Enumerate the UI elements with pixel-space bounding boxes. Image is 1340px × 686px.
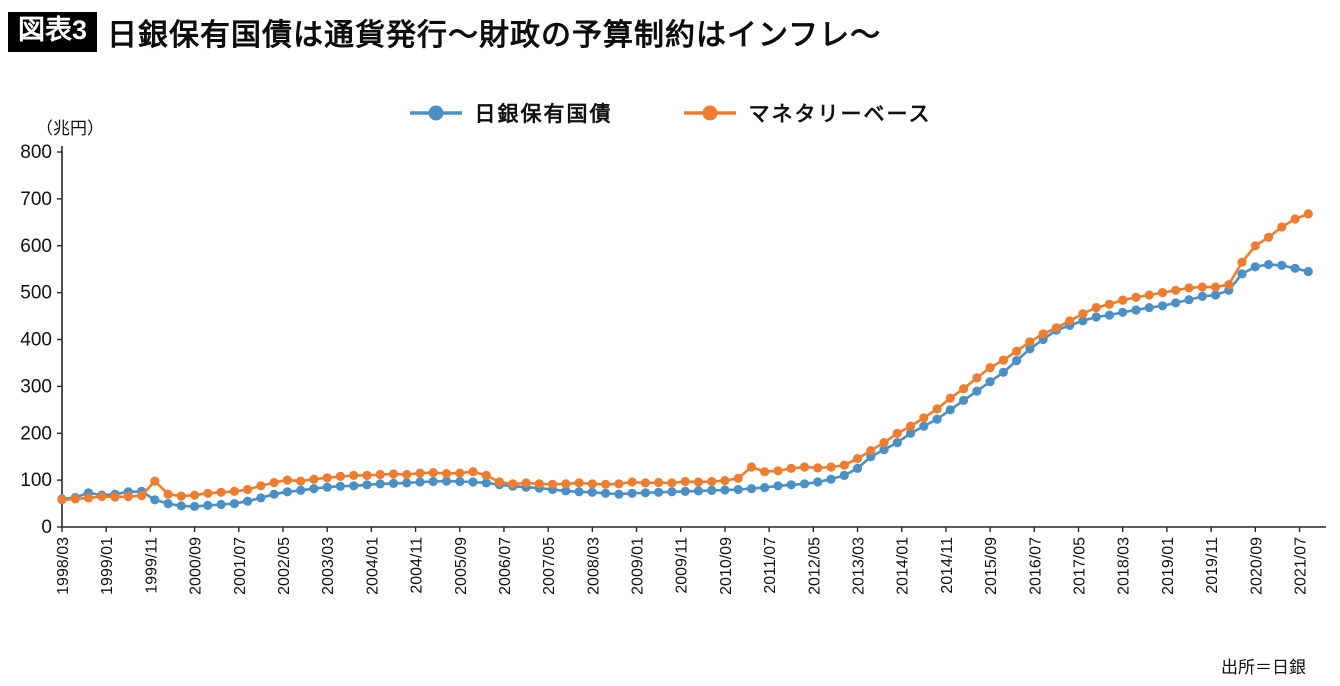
svg-text:2009/11: 2009/11 — [674, 537, 691, 594]
source-label: 出所＝日銀 — [1221, 658, 1306, 677]
line-dot-marker-icon — [683, 105, 736, 121]
svg-text:2000/09: 2000/09 — [188, 537, 205, 595]
svg-text:300: 300 — [20, 376, 52, 397]
svg-text:1999/11: 1999/11 — [143, 537, 160, 594]
chart-svg: 0 100 200 300 400 500 600 700 800 1998/03 1999/01 1… — [20, 142, 1326, 595]
svg-text:400: 400 — [20, 330, 52, 351]
svg-text:2005/09: 2005/09 — [453, 537, 470, 595]
svg-text:2009/01: 2009/01 — [630, 537, 647, 595]
svg-text:2013/03: 2013/03 — [851, 537, 868, 595]
legend-label-monetary-base: マネタリーベース — [748, 103, 932, 126]
svg-text:200: 200 — [20, 423, 52, 444]
chart-legend: 日銀保有国債 マネタリーベース — [0, 98, 1340, 128]
svg-text:1998/03: 1998/03 — [55, 537, 72, 595]
svg-text:800: 800 — [20, 142, 52, 163]
svg-text:2016/07: 2016/07 — [1027, 537, 1044, 595]
svg-text:2014/11: 2014/11 — [939, 537, 956, 594]
svg-text:2011/07: 2011/07 — [762, 537, 779, 594]
svg-text:1999/01: 1999/01 — [99, 537, 116, 595]
svg-text:2019/01: 2019/01 — [1160, 537, 1177, 595]
line-dot-marker-icon — [409, 105, 462, 121]
svg-text:600: 600 — [20, 236, 52, 257]
figure-number-badge: 図表3 — [8, 12, 98, 52]
svg-text:700: 700 — [20, 189, 52, 210]
svg-text:2004/01: 2004/01 — [364, 537, 381, 595]
svg-text:2019/11: 2019/11 — [1204, 537, 1221, 594]
svg-text:100: 100 — [20, 470, 52, 491]
chart-header: 図表3 日銀保有国債は通貨発行～財政の予算制約はインフレ～ — [8, 10, 881, 54]
svg-text:2018/03: 2018/03 — [1116, 537, 1133, 595]
svg-text:2010/09: 2010/09 — [718, 537, 735, 595]
svg-text:2012/05: 2012/05 — [806, 537, 823, 595]
legend-label-boj-jgb: 日銀保有国債 — [474, 103, 613, 126]
svg-text:2006/07: 2006/07 — [497, 537, 514, 595]
svg-text:2003/03: 2003/03 — [320, 537, 337, 595]
svg-text:2004/11: 2004/11 — [409, 537, 426, 594]
y-axis-unit-label: （兆円） — [36, 119, 104, 138]
svg-text:500: 500 — [20, 283, 52, 304]
svg-text:2014/01: 2014/01 — [895, 537, 912, 595]
legend-item-monetary-base: マネタリーベース — [683, 98, 932, 128]
svg-text:2002/05: 2002/05 — [276, 537, 293, 595]
svg-text:2008/03: 2008/03 — [585, 537, 602, 595]
svg-text:0: 0 — [41, 517, 52, 538]
svg-text:2020/09: 2020/09 — [1248, 537, 1265, 595]
svg-text:2007/05: 2007/05 — [541, 537, 558, 595]
page-title: 日銀保有国債は通貨発行～財政の予算制約はインフレ～ — [107, 19, 882, 52]
chart-area: 0 100 200 300 400 500 600 700 800 1998/03 1999/01 1… — [0, 140, 1340, 655]
svg-text:2001/07: 2001/07 — [232, 537, 249, 595]
svg-text:2015/09: 2015/09 — [983, 537, 1000, 595]
legend-item-boj-jgb: 日銀保有国債 — [409, 98, 613, 128]
svg-text:2021/07: 2021/07 — [1292, 537, 1309, 595]
svg-text:2017/05: 2017/05 — [1072, 537, 1089, 595]
